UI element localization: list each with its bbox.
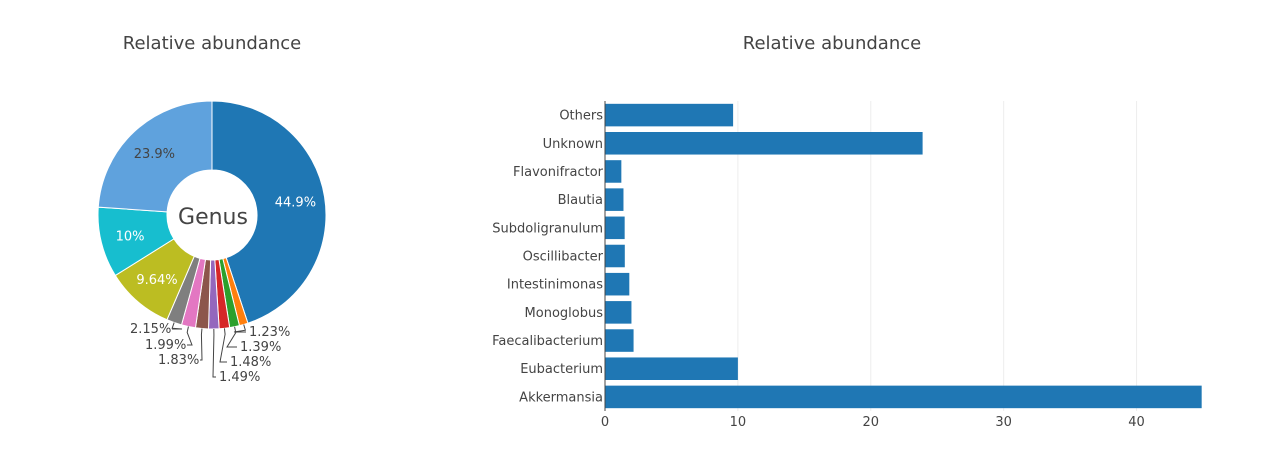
bar-chart-bar [605, 272, 630, 296]
donut-slice-label: 10% [116, 229, 145, 244]
bar-chart-title: Relative abundance [743, 33, 921, 54]
donut-slice-label: 1.49% [219, 370, 260, 385]
donut-leader-lines [171, 322, 247, 378]
bar-chart-bar [605, 244, 625, 268]
bar-chart-category-label: Flavonifractor [513, 165, 604, 180]
bar-chart-x-tick-label: 30 [995, 415, 1012, 430]
bar-chart-bar [605, 357, 738, 380]
donut-slice-label: 1.48% [230, 355, 271, 370]
donut-slice [97, 100, 213, 213]
donut-chart-title: Relative abundance [123, 33, 301, 54]
bar-chart-category-labels: Akkermansia Eubacterium Faecalibacterium Mo… [492, 109, 604, 406]
donut-leader-line [212, 328, 216, 378]
bar-chart-category-label: Others [559, 109, 603, 124]
bar-chart-bar [605, 188, 624, 211]
donut-slices [97, 100, 327, 330]
bar-chart-category-label: Blautia [558, 193, 603, 208]
donut-slice-labels: 44.9% 1.23%1.39%1.48%1.49% 1.83%1.99%2.15%… [116, 147, 317, 385]
bar-chart-category-label: Akkermansia [519, 390, 603, 405]
bar-chart-bar [605, 329, 634, 352]
bar-chart-bar [605, 216, 625, 240]
donut-slice-label: 1.83% [158, 353, 199, 368]
donut-slice-label: 9.64% [136, 273, 177, 288]
donut-slice-label: 23.9% [134, 147, 175, 162]
bar-chart-bar [605, 132, 923, 155]
donut-slice-label: 1.99% [145, 338, 186, 353]
bar-chart-x-tick-labels: 0 10 20 30 40 [601, 415, 1145, 430]
bar-chart-category-label: Eubacterium [520, 362, 603, 377]
donut-slice-label: 1.23% [249, 325, 290, 340]
bar-chart: Relative abundance Akkermansia Eubacteriu… [492, 33, 1202, 430]
bar-chart-bar [605, 103, 734, 127]
bar-chart-x-tick-label: 20 [863, 415, 880, 430]
bar-chart-category-label: Unknown [543, 137, 603, 152]
bar-chart-bar [605, 301, 632, 324]
bar-chart-bar [605, 385, 1202, 409]
donut-leader-line [233, 324, 247, 333]
bar-chart-category-label: Intestinimonas [507, 278, 603, 293]
donut-slice-label: 2.15% [130, 322, 171, 337]
donut-leader-line [226, 326, 237, 348]
donut-leader-line [186, 326, 193, 346]
donut-leader-line [171, 322, 183, 330]
bar-chart-bars [605, 103, 1202, 409]
bar-chart-x-tick-label: 10 [730, 415, 747, 430]
bar-chart-x-tick-label: 0 [601, 415, 609, 430]
donut-slice-label: 1.39% [240, 340, 281, 355]
bar-chart-x-tick-label: 40 [1128, 415, 1145, 430]
donut-leader-line [200, 328, 203, 361]
donut-slice-label: 44.9% [275, 196, 316, 211]
bar-chart-category-label: Subdoligranulum [492, 221, 603, 236]
bar-chart-category-label: Monoglobus [525, 306, 604, 321]
donut-chart: Relative abundance 44.9%1.23%1.39%1.48%1… [97, 33, 327, 385]
donut-leader-line [219, 328, 227, 363]
bar-chart-category-label: Oscillibacter [523, 250, 604, 265]
bar-chart-bar [605, 160, 622, 183]
bar-chart-category-label: Faecalibacterium [492, 334, 603, 349]
donut-slice [211, 100, 327, 324]
donut-center-label: Genus [178, 205, 248, 230]
